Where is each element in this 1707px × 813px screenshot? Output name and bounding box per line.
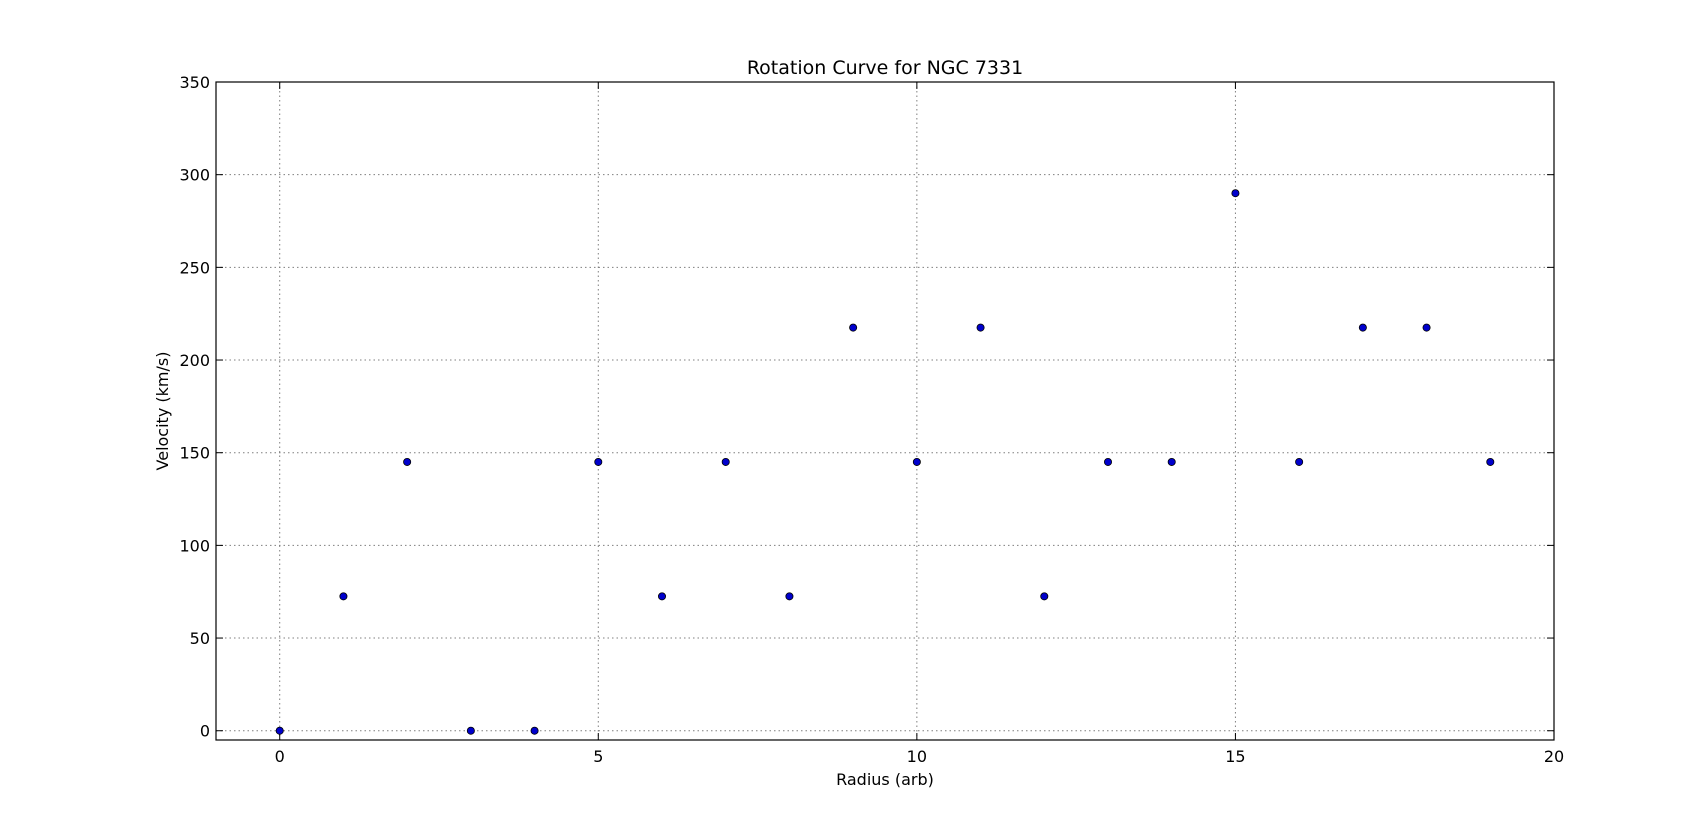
data-point	[530, 726, 539, 735]
y-tick-labels: 0 50 100 150 200 250 300 350	[179, 73, 210, 741]
plot-frame	[215, 81, 1555, 741]
y-tick-label: 250	[179, 258, 210, 277]
data-point	[849, 323, 858, 332]
y-tick-label: 50	[190, 629, 210, 648]
data-point	[1104, 457, 1113, 466]
y-axis-label: Velocity (km/s)	[153, 352, 172, 471]
data-point	[1167, 457, 1176, 466]
data-point	[721, 457, 730, 466]
data-point	[594, 457, 603, 466]
data-point	[275, 726, 284, 735]
tick-layer	[216, 81, 1555, 740]
data-point	[1358, 323, 1367, 332]
data-point	[912, 457, 921, 466]
x-tick-label: 0	[275, 747, 285, 766]
data-point	[403, 457, 412, 466]
data-point	[1040, 592, 1049, 601]
y-tick-label: 0	[200, 722, 210, 741]
chart-title: Rotation Curve for NGC 7331	[747, 57, 1023, 79]
data-point	[1231, 189, 1240, 198]
data-point	[658, 592, 667, 601]
y-tick-label: 150	[179, 444, 210, 463]
x-tick-label: 5	[593, 747, 603, 766]
x-tick-label: 15	[1225, 747, 1245, 766]
y-tick-label: 100	[179, 536, 210, 555]
data-point	[1486, 457, 1495, 466]
y-tick-label: 200	[179, 351, 210, 370]
data-points-layer	[275, 189, 1495, 735]
y-tick-label: 350	[179, 73, 210, 92]
data-point	[1295, 457, 1304, 466]
data-point	[785, 592, 794, 601]
data-point	[1422, 323, 1431, 332]
grid-layer	[216, 81, 1555, 740]
data-point	[976, 323, 985, 332]
data-point	[339, 592, 348, 601]
x-tick-label: 20	[1544, 747, 1564, 766]
x-tick-labels: 0 5 10 15 20	[275, 747, 1565, 766]
data-point	[466, 726, 475, 735]
x-axis-label: Radius (arb)	[836, 770, 934, 789]
y-tick-label: 300	[179, 166, 210, 185]
x-tick-label: 10	[907, 747, 927, 766]
